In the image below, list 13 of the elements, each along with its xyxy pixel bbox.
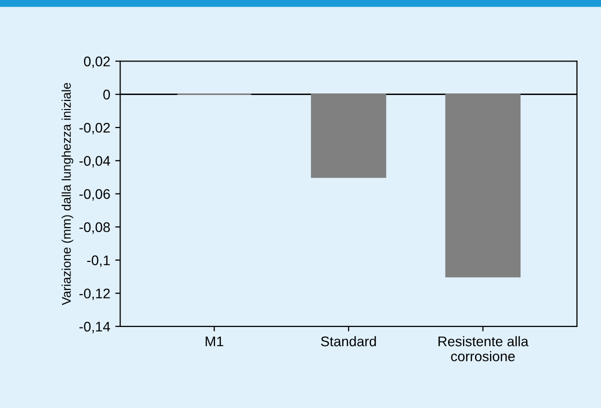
x-tick-label: Standard [321,336,376,346]
y-tick-label: -0,08 [79,222,110,234]
y-tick-label: 0 [103,90,110,100]
x-tick-label: Resistente alla corrosione [438,336,528,362]
y-tick-label: 0,02 [84,56,110,68]
y-tick-label: -0,14 [79,322,110,334]
y-tick-label: -0,1 [87,255,110,267]
y-tick-label: -0,06 [79,189,110,201]
y-tick-label: -0,04 [79,156,110,168]
y-tick-label: -0,12 [79,288,110,300]
x-tick-label: M1 [206,336,224,346]
y-axis-title: Variazione (mm) dalla lunghezza iniziale [62,82,74,306]
y-tick-label: -0,02 [79,122,110,134]
